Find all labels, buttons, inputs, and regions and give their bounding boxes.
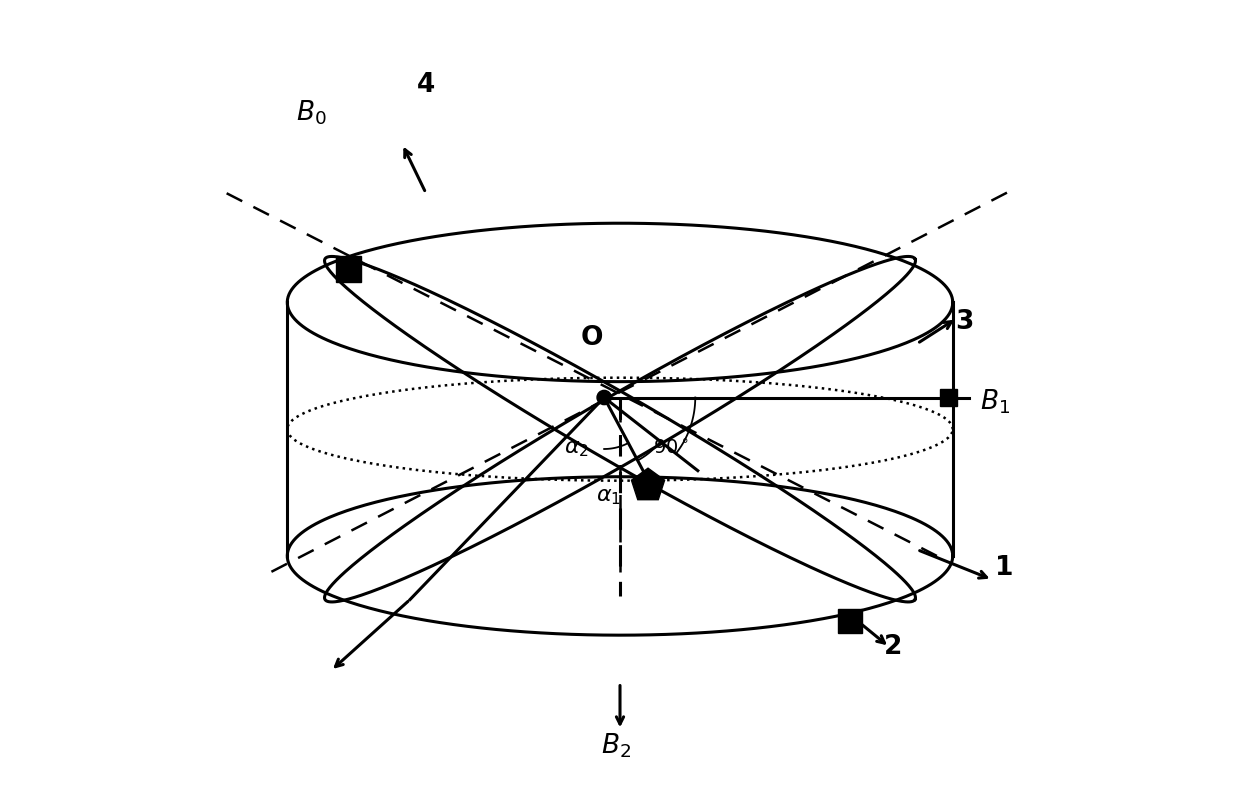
Text: $B_0$: $B_0$ — [295, 98, 326, 126]
Text: $90^\circ$: $90^\circ$ — [653, 440, 689, 459]
Polygon shape — [336, 257, 361, 282]
Polygon shape — [838, 609, 862, 633]
Text: $\alpha_1$: $\alpha_1$ — [595, 487, 621, 506]
Polygon shape — [940, 389, 957, 406]
Text: $B_2$: $B_2$ — [601, 732, 631, 760]
Text: 1: 1 — [994, 555, 1013, 581]
Text: O: O — [582, 325, 604, 351]
Text: 4: 4 — [417, 72, 435, 98]
Text: $B_1$: $B_1$ — [981, 387, 1011, 416]
Text: 2: 2 — [884, 634, 903, 660]
Text: $\alpha_2$: $\alpha_2$ — [564, 439, 589, 459]
Text: 3: 3 — [956, 309, 973, 335]
Polygon shape — [631, 468, 665, 500]
Circle shape — [596, 390, 611, 405]
